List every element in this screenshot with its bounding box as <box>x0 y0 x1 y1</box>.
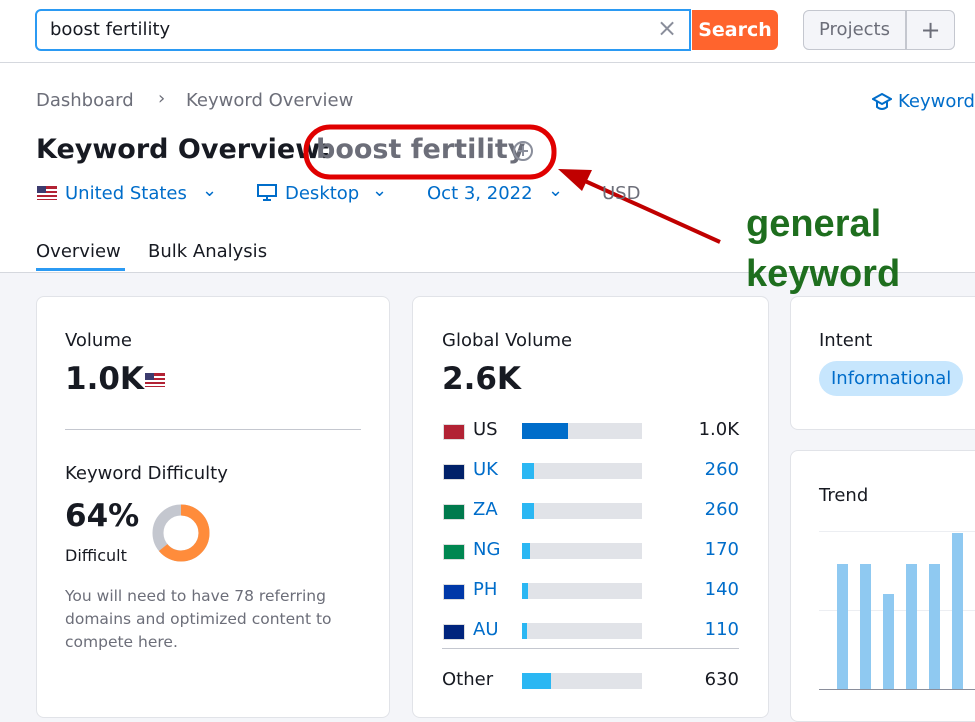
difficulty-level: Difficult <box>65 546 127 565</box>
country-volume: 260 <box>704 499 739 520</box>
bar-track <box>522 463 642 479</box>
volume-label: Volume <box>65 330 132 351</box>
country-name: US <box>473 419 498 440</box>
search-query: boost fertility <box>50 19 171 40</box>
grid-line <box>819 531 975 532</box>
search-input[interactable] <box>35 9 691 51</box>
trend-card: Trend <box>790 450 975 722</box>
header-area: boost fertility × Search Projects + Dash… <box>0 0 975 295</box>
breadcrumb-link[interactable]: Dashboard <box>36 90 134 111</box>
bar-track <box>522 583 642 599</box>
country-volume: 1.0K <box>698 419 739 440</box>
keyword-link[interactable]: Keyword <box>898 91 975 112</box>
us-flag <box>37 186 57 200</box>
academy-icon <box>872 93 892 110</box>
country-volume: 630 <box>704 669 739 690</box>
chevron: ⌄ <box>202 180 218 201</box>
flag <box>443 464 465 480</box>
divider <box>65 429 361 430</box>
flag <box>443 544 465 560</box>
intent-badge: Informational <box>819 361 964 396</box>
country-name: NG <box>473 539 501 560</box>
grid-line <box>819 610 975 611</box>
difficulty-value: 64% <box>65 498 140 534</box>
flag <box>443 624 465 640</box>
search-button[interactable]: Search <box>692 10 778 50</box>
donut-arc <box>152 504 210 562</box>
intent-card: Intent Informational <box>790 296 975 430</box>
volume-card: Volume 1.0K Keyword Difficulty 64% Diffi… <box>36 296 390 718</box>
country-name: UK <box>473 459 498 480</box>
bar-track <box>522 543 642 559</box>
flag <box>443 424 465 440</box>
country-volume: 140 <box>704 579 739 600</box>
trend-bar <box>929 564 940 689</box>
country-name: AU <box>473 619 499 640</box>
trend-bar <box>883 593 894 689</box>
us-flag <box>145 373 165 387</box>
annotation-text: keyword <box>746 253 901 295</box>
desktop-icon <box>257 184 277 201</box>
trend-bar <box>860 564 871 689</box>
difficulty-label: Keyword Difficulty <box>65 463 228 484</box>
bar <box>522 503 534 519</box>
trend-bar <box>906 564 917 689</box>
country-name: PH <box>473 579 498 600</box>
difficulty-donut <box>152 504 210 562</box>
database-filter[interactable]: United States <box>65 183 187 204</box>
bar <box>522 583 529 599</box>
bar <box>522 543 530 559</box>
bar <box>522 623 528 639</box>
chevron: ⌄ <box>548 180 564 201</box>
bar-track <box>522 623 642 639</box>
divider <box>442 648 739 649</box>
country-volume: 110 <box>704 619 739 640</box>
tab[interactable]: Bulk Analysis <box>148 241 268 262</box>
tab-indicator <box>36 268 125 271</box>
trend-bar <box>837 564 848 689</box>
chevron: ⌄ <box>372 180 388 201</box>
bar <box>522 423 569 439</box>
bar-track <box>522 503 642 519</box>
title-keyword: boost fertility <box>316 134 526 165</box>
bar <box>522 673 552 689</box>
add-button[interactable]: + <box>906 10 955 50</box>
tab-active[interactable]: Overview <box>36 241 121 262</box>
projects-button[interactable]: Projects <box>803 10 906 50</box>
divider <box>0 62 975 63</box>
breadcrumb-current: Keyword Overview <box>186 90 354 111</box>
date-filter[interactable]: Oct 3, 2022 <box>427 183 533 204</box>
trend-label: Trend <box>819 485 869 506</box>
country-volume: 260 <box>704 459 739 480</box>
grid-line <box>819 689 975 690</box>
flag <box>443 504 465 520</box>
volume-value: 1.0K <box>65 361 144 397</box>
breadcrumb-separator: › <box>158 88 166 109</box>
bar-track <box>522 673 642 689</box>
clear-button[interactable]: × <box>657 14 678 42</box>
flag <box>443 584 465 600</box>
currency: USD <box>602 183 641 204</box>
arrow-head <box>558 169 592 191</box>
country-name: ZA <box>473 499 498 520</box>
bar <box>522 463 534 479</box>
page-title: Keyword Overview: <box>36 134 331 165</box>
global-volume-card: Global Volume 2.6K US 1.0K UK 260 ZA 260 NG 170… <box>412 296 769 718</box>
annotation-text: general <box>746 203 882 245</box>
add-to-list-icon[interactable] <box>512 140 534 162</box>
intent-label: Intent <box>819 330 873 351</box>
global-volume-total: 2.6K <box>442 361 521 397</box>
country-volume: 170 <box>704 539 739 560</box>
global-volume-label: Global Volume <box>442 330 573 351</box>
difficulty-note: You will need to have 78 referring domai… <box>65 587 332 651</box>
device-filter[interactable]: Desktop <box>285 183 360 204</box>
country-name: Other <box>442 669 494 690</box>
trend-bar <box>952 533 963 689</box>
